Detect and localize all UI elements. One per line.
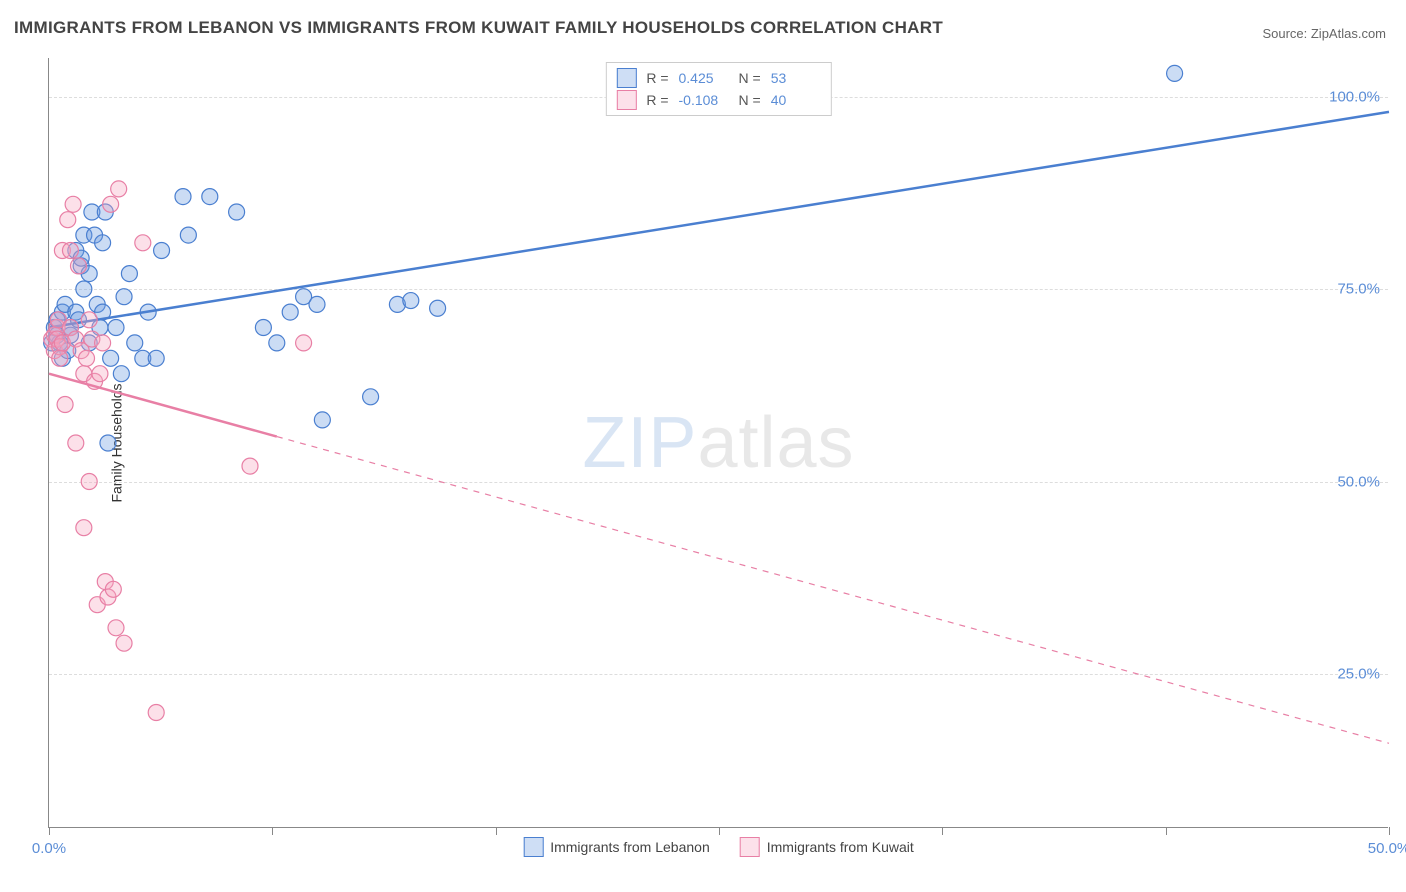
data-point-lebanon <box>95 235 111 251</box>
data-point-kuwait <box>242 458 258 474</box>
data-point-lebanon <box>202 189 218 205</box>
data-point-lebanon <box>363 389 379 405</box>
legend-n-value: 40 <box>771 92 821 108</box>
data-point-kuwait <box>81 312 97 328</box>
data-point-kuwait <box>79 350 95 366</box>
x-tick <box>1166 827 1167 835</box>
legend-swatch <box>616 68 636 88</box>
data-point-lebanon <box>1167 65 1183 81</box>
data-point-kuwait <box>108 620 124 636</box>
x-tick <box>272 827 273 835</box>
chart-title: IMMIGRANTS FROM LEBANON VS IMMIGRANTS FR… <box>14 18 943 38</box>
legend-r-value: 0.425 <box>679 70 729 86</box>
x-tick <box>719 827 720 835</box>
data-point-kuwait <box>65 196 81 212</box>
legend-r-label: R = <box>646 92 668 108</box>
data-point-lebanon <box>180 227 196 243</box>
series-label: Immigrants from Lebanon <box>550 839 710 855</box>
data-point-kuwait <box>52 350 68 366</box>
legend-r-label: R = <box>646 70 668 86</box>
data-point-lebanon <box>127 335 143 351</box>
legend-n-label: N = <box>739 70 761 86</box>
data-point-lebanon <box>269 335 285 351</box>
data-point-lebanon <box>403 293 419 309</box>
legend-swatch <box>523 837 543 857</box>
data-point-kuwait <box>116 635 132 651</box>
data-point-kuwait <box>76 520 92 536</box>
data-point-lebanon <box>100 435 116 451</box>
data-point-kuwait <box>296 335 312 351</box>
x-tick <box>942 827 943 835</box>
data-point-kuwait <box>62 243 78 259</box>
data-point-kuwait <box>68 435 84 451</box>
trend-line-extrapolated-kuwait <box>277 437 1389 744</box>
data-point-lebanon <box>309 296 325 312</box>
data-point-lebanon <box>255 320 271 336</box>
x-tick-label: 0.0% <box>32 840 66 857</box>
x-tick-label: 50.0% <box>1368 840 1406 857</box>
data-point-lebanon <box>121 266 137 282</box>
trend-line-kuwait <box>49 374 277 437</box>
data-point-lebanon <box>229 204 245 220</box>
legend-n-label: N = <box>739 92 761 108</box>
trend-line-lebanon <box>49 112 1389 328</box>
data-point-kuwait <box>148 705 164 721</box>
data-point-lebanon <box>175 189 191 205</box>
x-tick <box>1389 827 1390 835</box>
data-point-kuwait <box>92 366 108 382</box>
chart-canvas <box>49 58 1388 827</box>
data-point-kuwait <box>57 397 73 413</box>
data-point-kuwait <box>111 181 127 197</box>
x-tick <box>496 827 497 835</box>
legend-row-kuwait: R = -0.108 N = 40 <box>616 89 820 111</box>
series-legend: Immigrants from Lebanon Immigrants from K… <box>503 837 934 857</box>
data-point-lebanon <box>148 350 164 366</box>
legend-r-value: -0.108 <box>679 92 729 108</box>
legend-n-value: 53 <box>771 70 821 86</box>
series-legend-item-kuwait: Immigrants from Kuwait <box>740 837 914 857</box>
data-point-lebanon <box>282 304 298 320</box>
series-legend-item-lebanon: Immigrants from Lebanon <box>523 837 710 857</box>
data-point-lebanon <box>116 289 132 305</box>
x-tick <box>49 827 50 835</box>
data-point-lebanon <box>76 281 92 297</box>
data-point-lebanon <box>113 366 129 382</box>
source-attribution: Source: ZipAtlas.com <box>1262 26 1386 41</box>
data-point-lebanon <box>154 243 170 259</box>
plot-area: Family Households 25.0%50.0%75.0%100.0% … <box>48 58 1388 828</box>
series-label: Immigrants from Kuwait <box>767 839 914 855</box>
data-point-lebanon <box>314 412 330 428</box>
data-point-kuwait <box>81 474 97 490</box>
data-point-kuwait <box>105 581 121 597</box>
data-point-kuwait <box>60 212 76 228</box>
data-point-kuwait <box>135 235 151 251</box>
data-point-kuwait <box>103 196 119 212</box>
data-point-kuwait <box>70 258 86 274</box>
legend-row-lebanon: R = 0.425 N = 53 <box>616 67 820 89</box>
legend-swatch <box>616 90 636 110</box>
data-point-lebanon <box>430 300 446 316</box>
data-point-kuwait <box>95 335 111 351</box>
data-point-lebanon <box>103 350 119 366</box>
legend-swatch <box>740 837 760 857</box>
correlation-legend: R = 0.425 N = 53 R = -0.108 N = 40 <box>605 62 831 116</box>
data-point-lebanon <box>108 320 124 336</box>
